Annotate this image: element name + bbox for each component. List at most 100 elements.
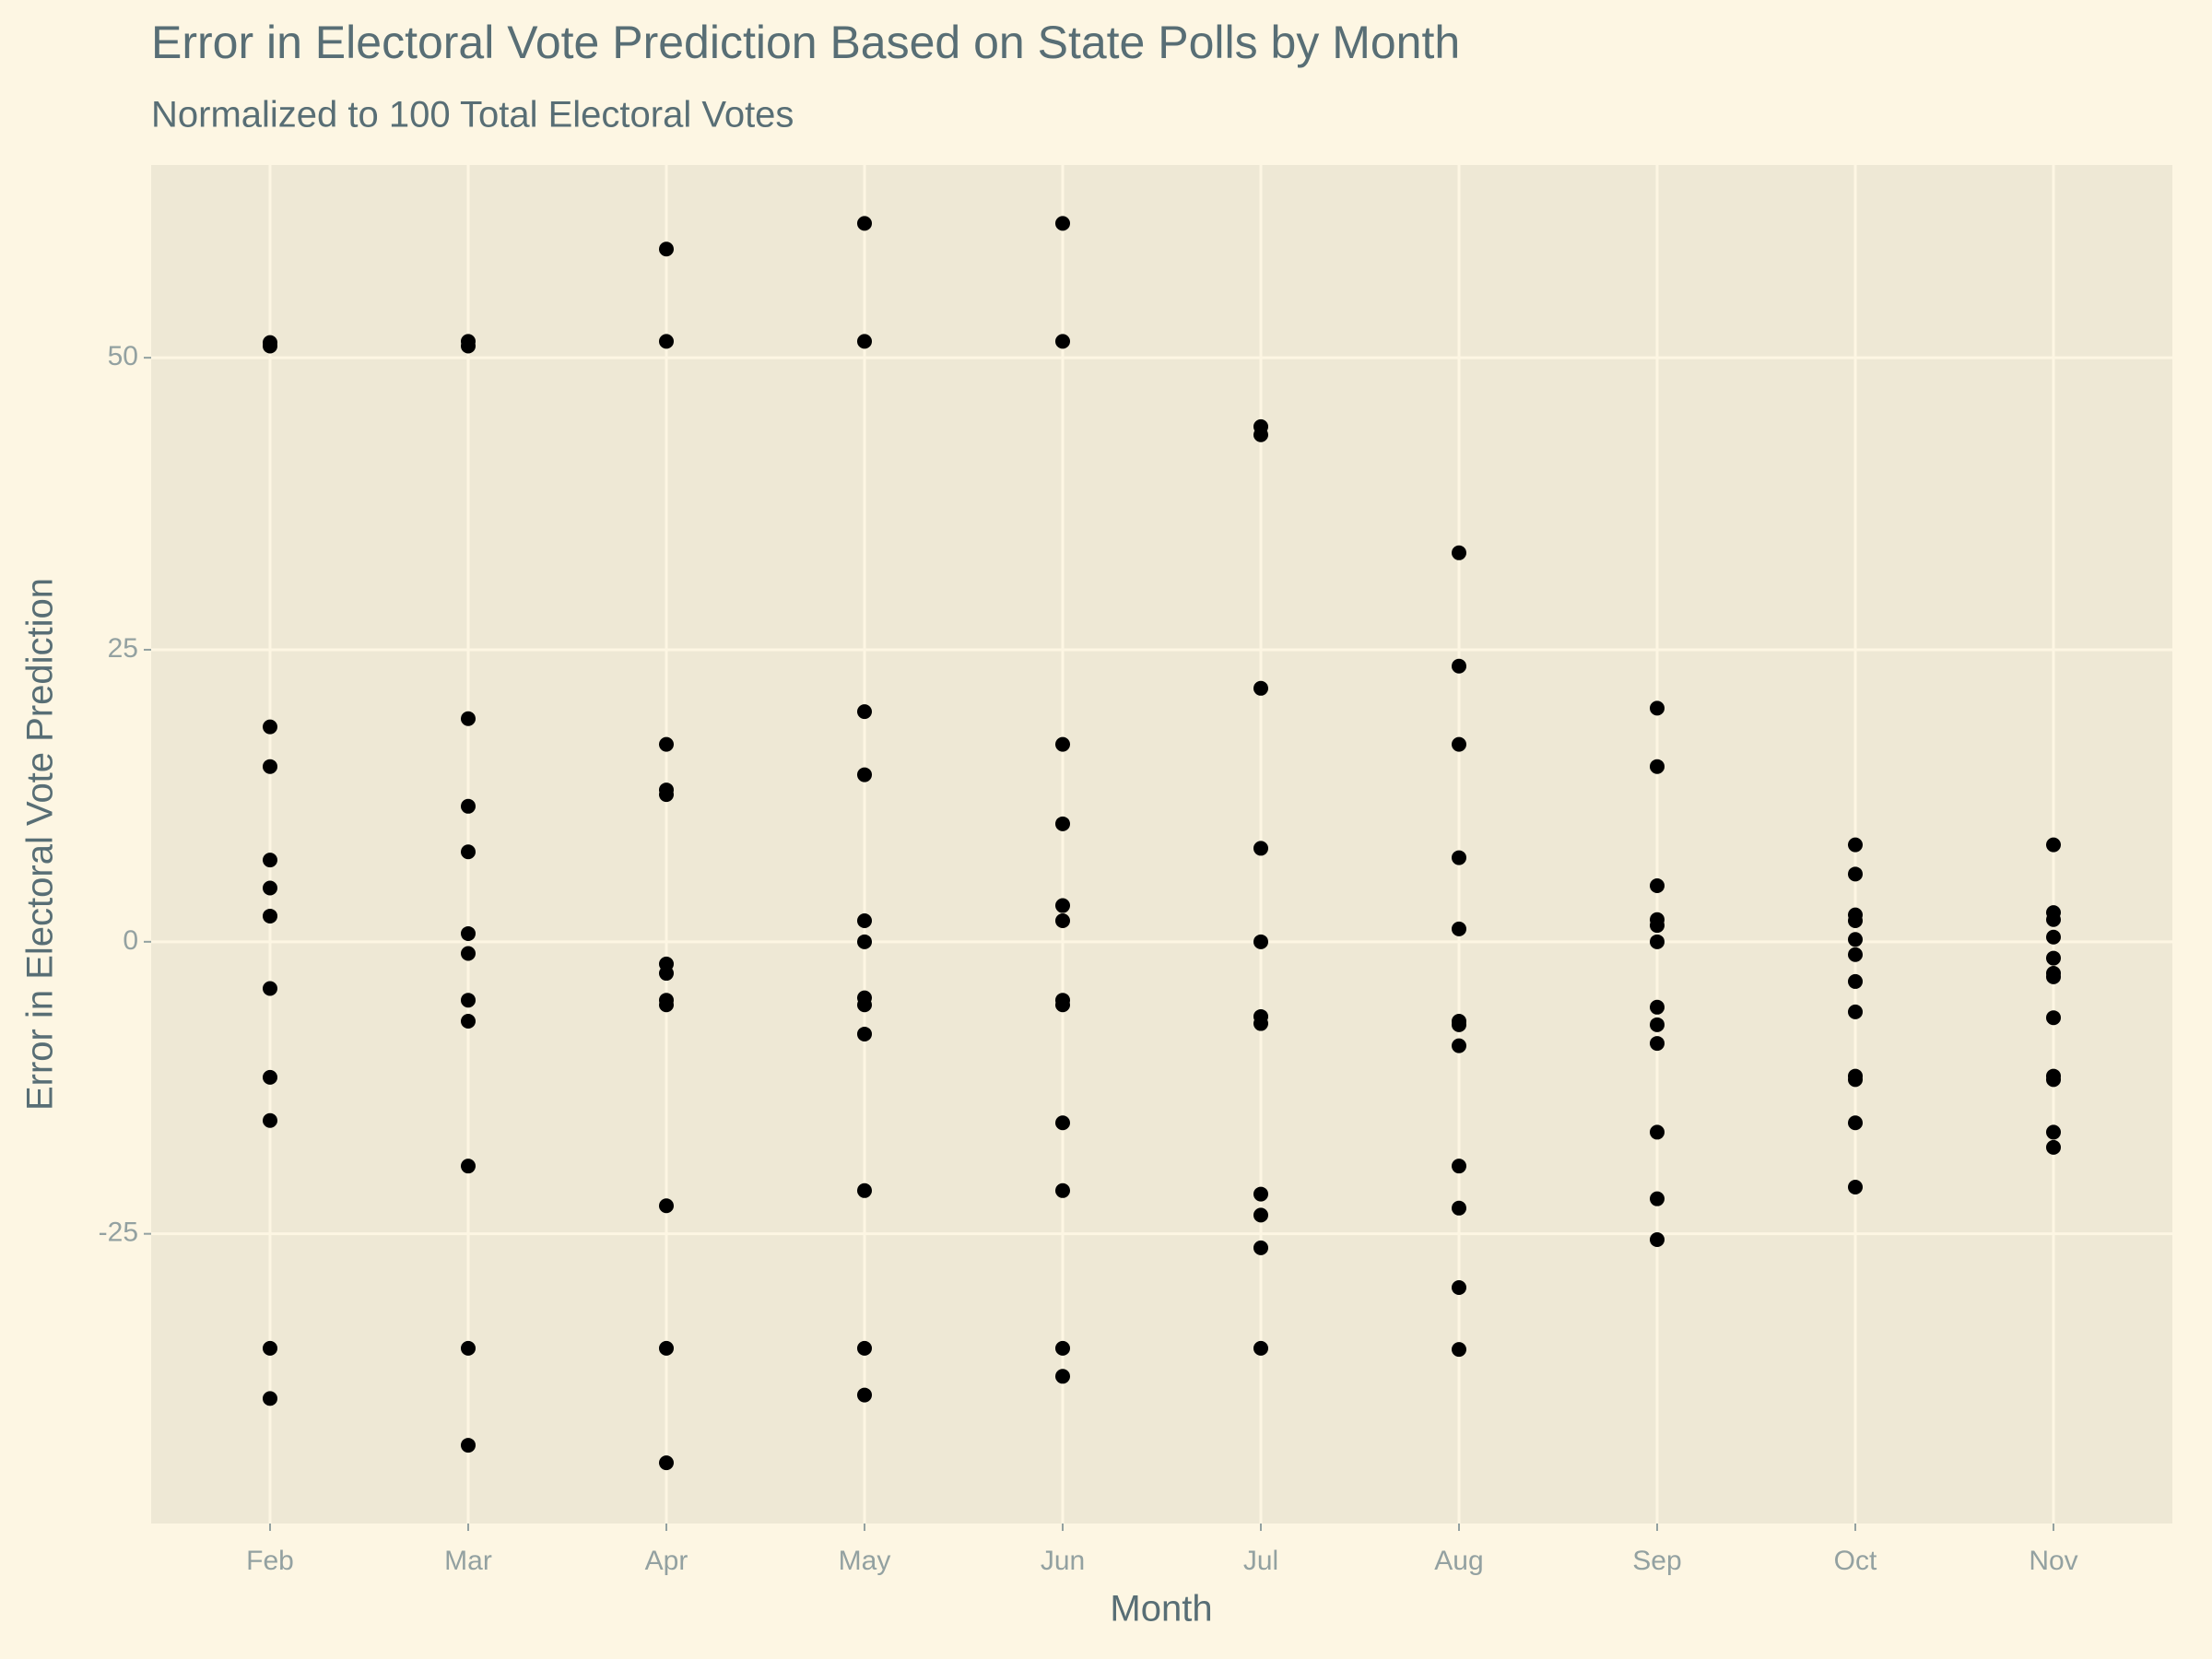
point xyxy=(1452,921,1466,936)
panel xyxy=(151,165,2172,1524)
point xyxy=(263,759,277,774)
x-tick-label: Apr xyxy=(645,1546,688,1576)
point xyxy=(461,946,476,961)
point xyxy=(2046,969,2061,984)
point xyxy=(1650,877,1665,893)
point xyxy=(857,767,872,782)
y-tick-label: -25 xyxy=(99,1218,138,1248)
point xyxy=(1452,1279,1466,1295)
point xyxy=(1848,973,1863,989)
point xyxy=(857,704,872,720)
point xyxy=(659,966,674,982)
point xyxy=(1253,1016,1268,1031)
point xyxy=(1055,1115,1070,1131)
point xyxy=(1055,816,1070,831)
point xyxy=(1452,1200,1466,1216)
point xyxy=(461,711,476,726)
point xyxy=(2046,1072,2061,1088)
y-axis-title: Error in Electoral Vote Prediction xyxy=(20,578,61,1111)
point xyxy=(1253,1207,1268,1223)
point xyxy=(1055,1182,1070,1198)
x-tick-label: Jun xyxy=(1041,1546,1085,1576)
point xyxy=(1452,1342,1466,1358)
point xyxy=(1848,1115,1863,1131)
point xyxy=(1848,837,1863,853)
x-tick-label: Mar xyxy=(444,1546,492,1576)
point xyxy=(1253,841,1268,856)
point xyxy=(857,1387,872,1403)
point xyxy=(1650,1017,1665,1032)
point xyxy=(2046,1139,2061,1155)
point xyxy=(1452,1159,1466,1174)
point xyxy=(857,1340,872,1356)
point xyxy=(461,1438,476,1453)
point xyxy=(263,1112,277,1128)
point xyxy=(1253,680,1268,696)
point xyxy=(659,787,674,803)
point xyxy=(263,981,277,996)
point xyxy=(2046,1010,2061,1026)
x-tick-label: Feb xyxy=(246,1546,294,1576)
point xyxy=(1253,1240,1268,1255)
point xyxy=(1055,913,1070,929)
point xyxy=(1650,759,1665,774)
point xyxy=(1055,997,1070,1013)
point xyxy=(1848,1072,1863,1088)
point xyxy=(1848,1179,1863,1194)
y-tick-label: 50 xyxy=(108,341,138,371)
point xyxy=(1253,934,1268,949)
point xyxy=(857,934,872,949)
point xyxy=(461,844,476,860)
point xyxy=(1452,850,1466,865)
point xyxy=(1650,1124,1665,1140)
point xyxy=(1055,736,1070,752)
point xyxy=(2046,837,2061,853)
point xyxy=(1253,1186,1268,1202)
point xyxy=(857,1026,872,1041)
point xyxy=(2046,1124,2061,1140)
x-tick-label: Oct xyxy=(1834,1546,1877,1576)
point xyxy=(659,1340,674,1356)
point xyxy=(1848,913,1863,929)
point xyxy=(857,997,872,1013)
point xyxy=(1650,999,1665,1015)
point xyxy=(857,334,872,349)
point xyxy=(1452,1038,1466,1053)
point xyxy=(263,880,277,896)
point xyxy=(1253,427,1268,442)
point xyxy=(461,993,476,1008)
point xyxy=(461,798,476,814)
x-tick-label: Sep xyxy=(1632,1546,1681,1576)
point xyxy=(1650,1036,1665,1052)
point xyxy=(2046,912,2061,927)
point xyxy=(263,1069,277,1085)
y-tick-label: 25 xyxy=(108,633,138,664)
point xyxy=(1848,947,1863,962)
point xyxy=(857,913,872,929)
point xyxy=(1650,934,1665,949)
x-tick-label: Aug xyxy=(1434,1546,1483,1576)
chart-title: Error in Electoral Vote Prediction Based… xyxy=(151,17,1460,68)
point xyxy=(1452,545,1466,560)
point xyxy=(1055,216,1070,231)
point xyxy=(659,241,674,257)
point xyxy=(857,216,872,231)
chart-subtitle: Normalized to 100 Total Electoral Votes xyxy=(151,95,794,135)
point xyxy=(1452,736,1466,752)
point xyxy=(461,1014,476,1030)
x-tick-label: Jul xyxy=(1243,1546,1278,1576)
point xyxy=(2046,929,2061,945)
point xyxy=(1848,866,1863,882)
point xyxy=(1055,1340,1070,1356)
point xyxy=(2046,950,2061,966)
point xyxy=(461,338,476,354)
point xyxy=(659,997,674,1013)
point xyxy=(461,1340,476,1356)
point xyxy=(1650,1232,1665,1248)
point xyxy=(263,908,277,924)
point xyxy=(857,1182,872,1198)
point xyxy=(1848,1004,1863,1019)
point xyxy=(659,736,674,752)
